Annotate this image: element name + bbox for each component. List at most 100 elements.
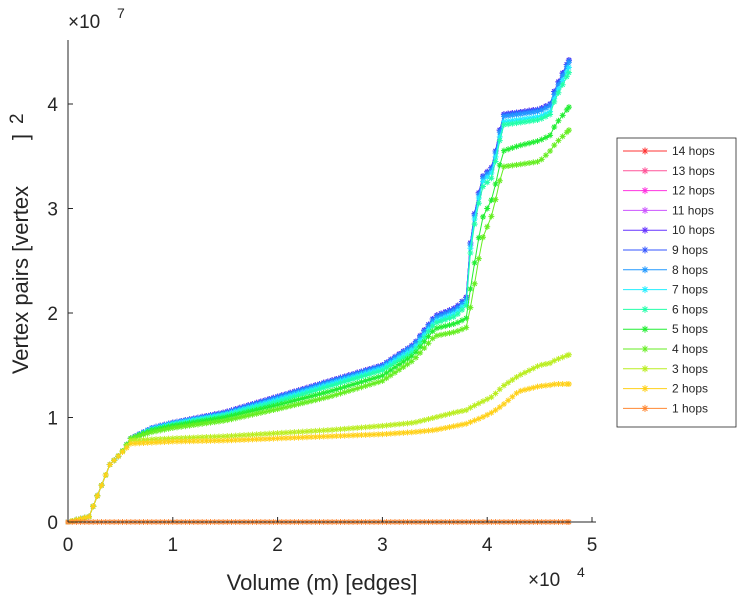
data-point-marker	[245, 408, 252, 415]
data-point-marker	[350, 386, 357, 393]
data-point-marker	[542, 152, 549, 159]
data-point-marker	[345, 377, 352, 384]
data-point-marker	[408, 358, 415, 365]
data-point-marker	[211, 433, 218, 440]
data-point-marker	[303, 399, 310, 406]
data-point-marker	[132, 440, 139, 447]
data-point-marker	[559, 112, 566, 119]
data-point-marker	[429, 317, 436, 324]
legend-item: 13 hops	[623, 164, 715, 178]
data-point-marker	[454, 319, 461, 326]
data-point-marker	[161, 426, 168, 433]
data-point-marker	[551, 98, 558, 105]
data-point-marker	[542, 134, 549, 141]
data-point-marker	[521, 118, 528, 125]
data-point-marker	[475, 191, 482, 198]
data-point-marker	[517, 161, 524, 168]
data-point-marker	[266, 430, 273, 437]
data-point-marker	[463, 315, 470, 322]
data-point-marker	[220, 417, 227, 424]
data-point-marker	[450, 423, 457, 430]
data-point-marker	[173, 438, 180, 445]
data-point-marker	[565, 351, 572, 358]
data-point-marker	[547, 148, 554, 155]
data-point-marker	[513, 390, 520, 397]
data-point-marker	[220, 433, 227, 440]
data-point-marker	[492, 153, 499, 160]
data-point-marker	[521, 110, 528, 117]
data-point-marker	[148, 436, 155, 443]
legend-label: 11 hops	[672, 203, 714, 217]
data-point-marker	[509, 144, 516, 151]
data-point-marker	[505, 118, 512, 125]
legend-label: 8 hops	[672, 263, 708, 277]
data-point-marker	[245, 436, 252, 443]
data-point-marker	[257, 409, 264, 416]
data-point-marker	[417, 428, 424, 435]
data-point-marker	[366, 371, 373, 378]
data-point-marker	[358, 384, 365, 391]
data-point-marker	[421, 345, 428, 352]
data-point-marker	[387, 362, 394, 369]
data-point-marker	[203, 420, 210, 427]
data-point-marker	[178, 435, 185, 442]
data-point-marker	[379, 377, 386, 384]
data-point-marker	[438, 425, 445, 432]
data-point-marker	[132, 434, 139, 441]
data-point-marker	[157, 427, 164, 434]
data-point-marker	[165, 438, 172, 445]
data-point-marker	[308, 434, 315, 441]
series-5-hops	[65, 104, 572, 525]
data-point-marker	[446, 424, 453, 431]
data-point-marker	[509, 117, 516, 124]
data-point-marker	[115, 453, 122, 460]
data-point-marker	[534, 158, 541, 165]
data-point-marker	[517, 119, 524, 126]
data-point-marker	[224, 417, 231, 424]
data-point-marker	[412, 345, 419, 352]
data-point-marker	[467, 404, 474, 411]
data-point-marker	[433, 319, 440, 326]
data-point-marker	[312, 392, 319, 399]
data-point-marker	[565, 381, 572, 388]
data-point-marker	[228, 412, 235, 419]
data-point-marker	[241, 436, 248, 443]
y-tick-label: 3	[47, 200, 58, 221]
data-point-marker	[308, 398, 315, 405]
x-tick-label: 0	[63, 535, 74, 556]
data-point-marker	[354, 424, 361, 431]
data-point-marker	[333, 433, 340, 440]
data-point-marker	[303, 434, 310, 441]
data-point-marker	[547, 132, 554, 139]
series-line	[67, 72, 570, 523]
series-6-hops	[65, 69, 572, 525]
data-point-marker	[295, 434, 302, 441]
data-point-marker	[287, 429, 294, 436]
data-point-marker	[547, 111, 554, 118]
data-point-marker	[438, 331, 445, 338]
data-point-marker	[345, 425, 352, 432]
data-point-marker	[412, 339, 419, 346]
series-14-hops	[65, 57, 572, 525]
data-point-marker	[480, 175, 487, 182]
data-point-marker	[253, 431, 260, 438]
series-2-hops	[65, 381, 572, 525]
data-point-marker	[320, 433, 327, 440]
data-point-marker	[484, 171, 491, 178]
data-point-marker	[316, 433, 323, 440]
legend-label: 4 hops	[672, 342, 708, 356]
series-4-hops	[65, 127, 572, 525]
data-point-marker	[526, 367, 533, 374]
data-point-marker	[232, 415, 239, 422]
data-point-marker	[412, 428, 419, 435]
plot-series	[65, 57, 572, 525]
data-point-marker	[400, 358, 407, 365]
data-point-marker	[220, 414, 227, 421]
data-point-marker	[391, 430, 398, 437]
data-point-marker	[484, 396, 491, 403]
data-point-marker	[509, 393, 516, 400]
data-point-marker	[641, 385, 649, 393]
data-point-marker	[308, 388, 315, 395]
data-point-marker	[182, 423, 189, 430]
data-point-marker	[98, 482, 105, 489]
